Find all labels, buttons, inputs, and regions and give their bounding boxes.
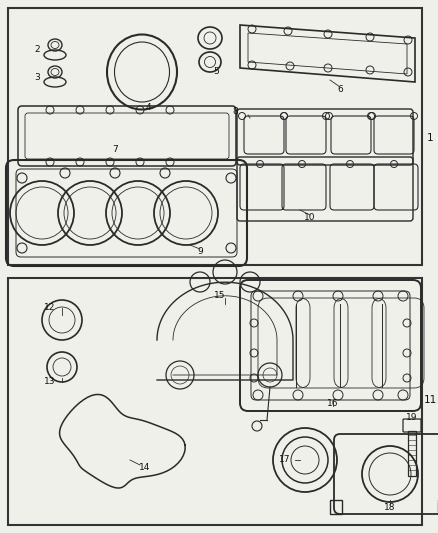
Text: 9: 9 [197,247,203,256]
Text: 19: 19 [406,414,418,423]
Text: 14: 14 [139,464,151,472]
Text: 3: 3 [34,74,40,83]
Text: 13: 13 [44,377,56,386]
Bar [8,8,422,265]
Bar [330,500,342,514]
Text: 4: 4 [145,103,151,112]
Text: 18: 18 [384,504,396,513]
Bar [408,431,416,476]
Text: 1: 1 [427,133,433,143]
Text: 11: 11 [424,395,437,405]
Text: 7: 7 [112,146,118,155]
Bar [8,278,422,525]
Text: 12: 12 [44,303,56,312]
Text: 5: 5 [213,68,219,77]
Text: 2: 2 [34,45,40,54]
Text: 17: 17 [279,456,291,464]
Text: 15: 15 [214,292,226,301]
Text: 6: 6 [337,85,343,94]
Text: 10: 10 [304,214,316,222]
Text: 8: 8 [232,108,238,117]
Text: 16: 16 [327,400,339,408]
